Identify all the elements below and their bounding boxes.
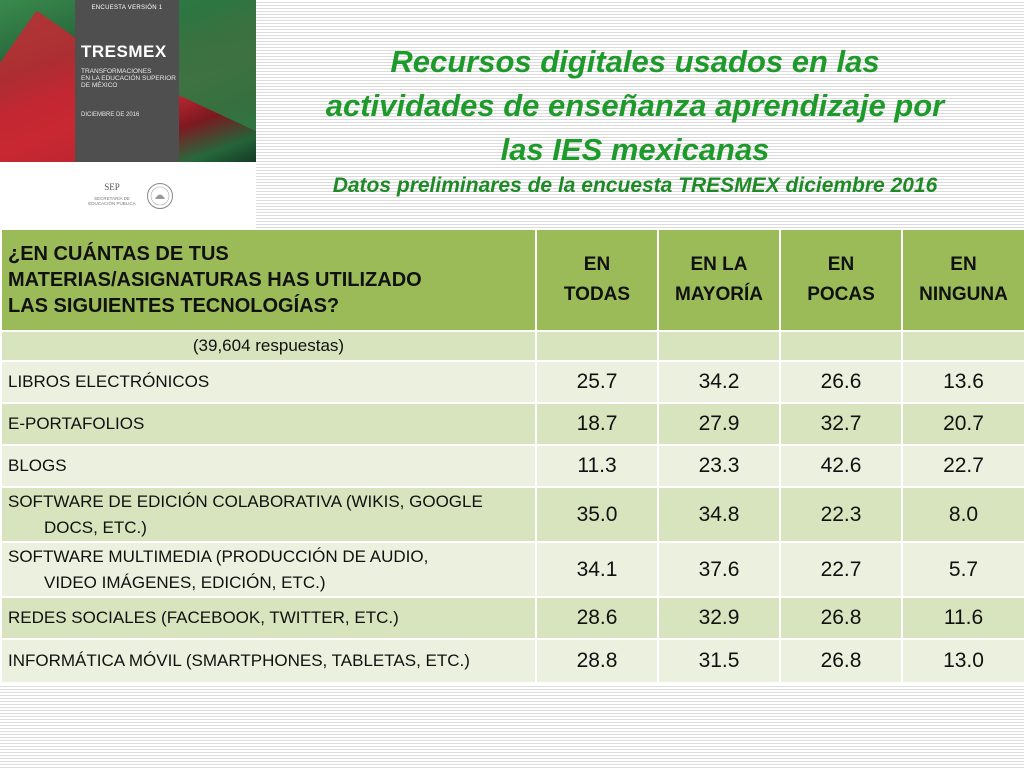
value-cell: 11.6 (901, 596, 1024, 640)
sep-logo: SEP SECRETARÍA DE EDUCACIÓN PÚBLICA (84, 182, 140, 218)
empty-cell (535, 330, 659, 362)
column-header-line: EN LA (690, 254, 748, 275)
row-label-line: E-PORTAFOLIOS (8, 414, 145, 433)
value-cell: 35.0 (535, 486, 659, 543)
column-header-line: MAYORÍA (675, 284, 763, 305)
question-line: ¿EN CUÁNTAS DE TUS (8, 243, 229, 265)
table-row: LIBROS ELECTRÓNICOS 25.7 34.2 26.6 13.6 (0, 360, 1024, 404)
cover-footer: SEP SECRETARÍA DE EDUCACIÓN PÚBLICA (0, 162, 256, 228)
value-cell: 8.0 (901, 486, 1024, 543)
cover-version-label: ENCUESTA VERSIÓN 1 (91, 5, 163, 11)
value-cell: 28.8 (535, 638, 659, 684)
value-cell: 18.7 (535, 402, 659, 446)
value-cell: 34.8 (657, 486, 781, 543)
table-row: SOFTWARE MULTIMEDIA (PRODUCCIÓN DE AUDIO… (0, 541, 1024, 598)
table-row: BLOGS 11.3 23.3 42.6 22.7 (0, 444, 1024, 488)
page-title: Recursos digitales usados en las activid… (262, 40, 1008, 172)
row-label: BLOGS (0, 444, 537, 488)
row-label: SOFTWARE DE EDICIÓN COLABORATIVA (WIKIS,… (0, 486, 537, 543)
empty-cell (901, 330, 1024, 362)
column-header-ninguna: EN NINGUNA (901, 228, 1024, 332)
cover-subtitle-line: TRANSFORMACIONES (81, 68, 152, 75)
cover-subtitle-line: DE MÉXICO (81, 82, 118, 89)
question-header: ¿EN CUÁNTAS DE TUS MATERIAS/ASIGNATURAS … (0, 228, 537, 332)
column-header-line: POCAS (807, 284, 875, 305)
value-cell: 32.7 (779, 402, 903, 446)
cover-subtitle: TRANSFORMACIONES EN LA EDUCACIÓN SUPERIO… (81, 68, 177, 89)
value-cell: 5.7 (901, 541, 1024, 598)
sample-size-row: (39,604 respuestas) (0, 330, 1024, 362)
value-cell: 22.7 (901, 444, 1024, 488)
mexican-seal-icon (147, 183, 173, 209)
question-line: LAS SIGUIENTES TECNOLOGÍAS? (8, 295, 340, 317)
value-cell: 20.7 (901, 402, 1024, 446)
value-cell: 28.6 (535, 596, 659, 640)
value-cell: 37.6 (657, 541, 781, 598)
table-row: E-PORTAFOLIOS 18.7 27.9 32.7 20.7 (0, 402, 1024, 446)
cover-panel: ENCUESTA VERSIÓN 1 TRESMEX TRANSFORMACIO… (75, 0, 179, 162)
column-header-line: EN (583, 254, 611, 275)
title-line: Recursos digitales usados en las (390, 44, 880, 79)
row-label-line: SOFTWARE DE EDICIÓN COLABORATIVA (WIKIS,… (8, 491, 483, 511)
column-header-pocas: EN POCAS (779, 228, 903, 332)
column-header-line: NINGUNA (919, 284, 1008, 305)
value-cell: 27.9 (657, 402, 781, 446)
row-label-line: LIBROS ELECTRÓNICOS (8, 372, 210, 391)
value-cell: 34.2 (657, 360, 781, 404)
sep-logo-text: SEP (104, 182, 120, 192)
empty-cell (779, 330, 903, 362)
column-header-line: TODAS (563, 284, 631, 305)
table-row: REDES SOCIALES (FACEBOOK, TWITTER, ETC.)… (0, 596, 1024, 640)
value-cell: 32.9 (657, 596, 781, 640)
row-label: INFORMÁTICA MÓVIL (SMARTPHONES, TABLETAS… (0, 638, 537, 684)
cover-date: DICIEMBRE DE 2016 (81, 112, 140, 118)
value-cell: 23.3 (657, 444, 781, 488)
row-label: REDES SOCIALES (FACEBOOK, TWITTER, ETC.) (0, 596, 537, 640)
row-label-line: REDES SOCIALES (FACEBOOK, TWITTER, ETC.) (8, 608, 399, 627)
column-header-line: EN (950, 254, 977, 275)
value-cell: 13.6 (901, 360, 1024, 404)
value-cell: 26.6 (779, 360, 903, 404)
row-label-line: SOFTWARE MULTIMEDIA (PRODUCCIÓN DE AUDIO… (8, 546, 429, 566)
title-line: actividades de enseñanza aprendizaje por (325, 88, 945, 123)
row-label-line: DOCS, ETC.) (44, 517, 147, 537)
empty-cell (657, 330, 781, 362)
value-cell: 25.7 (535, 360, 659, 404)
row-label: SOFTWARE MULTIMEDIA (PRODUCCIÓN DE AUDIO… (0, 541, 537, 598)
page-subtitle: Datos preliminares de la encuesta TRESME… (332, 174, 938, 197)
report-cover-image: ENCUESTA VERSIÓN 1 TRESMEX TRANSFORMACIO… (0, 0, 256, 228)
sample-size-note: (39,604 respuestas) (0, 330, 537, 362)
value-cell: 26.8 (779, 596, 903, 640)
title-block: Recursos digitales usados en las activid… (262, 40, 1008, 200)
question-line: MATERIAS/ASIGNATURAS HAS UTILIZADO (8, 269, 422, 291)
row-label-line: VIDEO IMÁGENES, EDICIÓN, ETC.) (44, 572, 326, 592)
value-cell: 34.1 (535, 541, 659, 598)
column-header-line: EN (827, 254, 855, 275)
sep-caption-line: EDUCACIÓN PÚBLICA (88, 201, 136, 206)
column-header-todas: EN TODAS (535, 228, 659, 332)
table-row: INFORMÁTICA MÓVIL (SMARTPHONES, TABLETAS… (0, 638, 1024, 684)
value-cell: 22.7 (779, 541, 903, 598)
row-label-line: BLOGS (8, 456, 67, 475)
title-line: las IES mexicanas (500, 132, 770, 167)
value-cell: 13.0 (901, 638, 1024, 684)
sep-caption-line: SECRETARÍA DE (94, 196, 130, 201)
value-cell: 11.3 (535, 444, 659, 488)
table-header-row: ¿EN CUÁNTAS DE TUS MATERIAS/ASIGNATURAS … (0, 228, 1024, 332)
row-label: LIBROS ELECTRÓNICOS (0, 360, 537, 404)
cover-subtitle-line: EN LA EDUCACIÓN SUPERIOR (81, 75, 176, 82)
row-label-line: INFORMÁTICA MÓVIL (SMARTPHONES, TABLETAS… (8, 651, 470, 670)
table-row: SOFTWARE DE EDICIÓN COLABORATIVA (WIKIS,… (0, 486, 1024, 543)
survey-results-table: ¿EN CUÁNTAS DE TUS MATERIAS/ASIGNATURAS … (0, 228, 1024, 684)
column-header-mayoria: EN LA MAYORÍA (657, 228, 781, 332)
tresmex-logo: TRESMEX (81, 42, 167, 61)
sep-logo-caption: SECRETARÍA DE EDUCACIÓN PÚBLICA (84, 196, 140, 206)
value-cell: 42.6 (779, 444, 903, 488)
value-cell: 22.3 (779, 486, 903, 543)
row-label: E-PORTAFOLIOS (0, 402, 537, 446)
value-cell: 26.8 (779, 638, 903, 684)
value-cell: 31.5 (657, 638, 781, 684)
